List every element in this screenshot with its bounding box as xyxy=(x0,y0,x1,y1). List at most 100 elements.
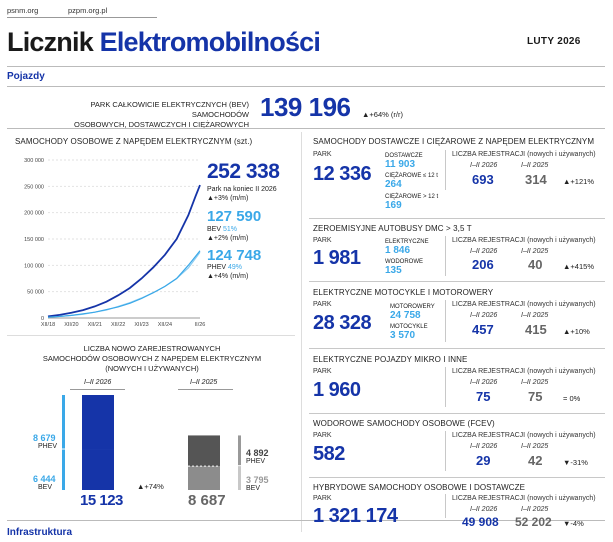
micro-y2: I–II 2025 xyxy=(521,379,549,386)
y-tick-label: 50 000 xyxy=(27,290,44,296)
buses-title: ZEROEMISYJNE AUTOBUSY DMC > 3,5 t xyxy=(313,224,472,233)
site-link-pzpm[interactable]: pzpm.org.pl xyxy=(68,6,108,15)
reg-phev-2025-value: 4 892 xyxy=(246,448,269,458)
bar-bev-2025 xyxy=(188,466,220,490)
section-infrastructure: Infrastruktura xyxy=(7,527,73,538)
fcev-y2: I–II 2025 xyxy=(521,443,549,450)
vans-sub3-label: CIĘŻAROWE > 12 t xyxy=(385,194,439,200)
bev-park-change: ▲+64% (r/r) xyxy=(362,110,403,119)
hybrid-title: HYBRYDOWE SAMOCHODY OSOBOWE I DOSTAWCZE xyxy=(313,483,526,492)
cars-bev-label: BEV 51% xyxy=(207,226,237,233)
moto-sub1-label: MOTOROWERY xyxy=(390,304,435,310)
reg-total-2025: 8 687 xyxy=(188,492,226,509)
bar-bev-2026 xyxy=(82,449,114,490)
cars-phev-value: 124 748 xyxy=(207,247,262,264)
series-line-total xyxy=(47,184,201,318)
fcev-change: ▼-31% xyxy=(563,458,588,467)
vans-y2: I–II 2025 xyxy=(521,162,549,169)
cars-total-label: Park na koniec II 2026 xyxy=(207,186,277,193)
registrations-bar-chart xyxy=(62,395,241,490)
moto-change: ▲+10% xyxy=(563,327,590,336)
moto-sub1-value: 24 758 xyxy=(390,310,421,321)
moto-y2: I–II 2025 xyxy=(521,312,549,319)
report-date: LUTY 2026 xyxy=(527,36,581,47)
moto-title: ELEKTRYCZNE MOTOCYKLE I MOTOROWERY xyxy=(313,288,494,297)
buses-sub2-value: 135 xyxy=(385,265,402,276)
buses-park-label: PARK xyxy=(313,237,332,244)
fcev-reg-label: LICZBA REJESTRACJI (nowych i używanych) xyxy=(452,432,596,439)
reg-total-2026: 15 123 xyxy=(80,492,123,509)
micro-park-label: PARK xyxy=(313,368,332,375)
moto-park-label: PARK xyxy=(313,301,332,308)
micro-title: ELEKTRYCZNE POJAZDY MIKRO I INNE xyxy=(313,355,468,364)
moto-park-value: 28 328 xyxy=(313,312,372,334)
x-tick-label: XII/22 xyxy=(111,322,125,328)
cars-bev-value: 127 590 xyxy=(207,208,262,225)
reg-phev-2026-value: 8 679 xyxy=(33,433,56,443)
fcev-y1: I–II 2026 xyxy=(470,443,498,450)
strip-phev-2025 xyxy=(238,435,241,466)
buses-park-value: 1 981 xyxy=(313,247,361,269)
fcev-v2: 42 xyxy=(528,453,543,468)
vans-v1: 693 xyxy=(472,172,494,187)
strip-bev-2025 xyxy=(238,466,241,490)
x-tick-label: XII/24 xyxy=(158,322,172,328)
micro-v1: 75 xyxy=(476,389,491,404)
cars-line-chart: 0 50 000 100 000 150 000 200 000 250 000 300 0… xyxy=(24,158,206,328)
reg-period-2026: I–II 2026 xyxy=(84,379,112,386)
buses-sub2-label: WODOROWE xyxy=(385,259,423,265)
y-tick-label: 100 000 xyxy=(24,263,44,269)
buses-v2: 40 xyxy=(528,257,543,272)
fcev-title: WODOROWE SAMOCHODY OSOBOWE (FCEV) xyxy=(313,419,495,428)
strip-phev-2026 xyxy=(62,395,65,449)
vans-sub2-value: 264 xyxy=(385,179,402,190)
strip-bev-2026 xyxy=(62,449,65,490)
buses-y1: I–II 2026 xyxy=(470,248,498,255)
y-tick-label: 300 000 xyxy=(24,158,44,164)
moto-y1: I–II 2026 xyxy=(470,312,498,319)
micro-y1: I–II 2026 xyxy=(470,379,498,386)
buses-change: ▲+415% xyxy=(563,262,594,271)
micro-v2: 75 xyxy=(528,389,543,404)
cars-total-change: ▲+3% (m/m) xyxy=(207,195,249,202)
buses-y2: I–II 2025 xyxy=(521,248,549,255)
bev-park-value: 139 196 xyxy=(260,92,351,122)
x-tick-label: XII/20 xyxy=(64,322,78,328)
cars-chart-title: SAMOCHODY OSOBOWE Z NAPĘDEM ELEKTRYCZNYM… xyxy=(15,137,253,146)
reg-phev-2026-label: PHEV xyxy=(38,443,58,450)
vans-park-value: 12 336 xyxy=(313,163,372,185)
y-tick-label: 250 000 xyxy=(24,184,44,190)
cars-total-value: 252 338 xyxy=(207,160,280,183)
hybrid-v1: 49 908 xyxy=(462,515,499,529)
moto-reg-label: LICZBA REJESTRACJI (nowych i używanych) xyxy=(452,301,596,308)
moto-v1: 457 xyxy=(472,322,494,337)
x-tick-label: XII/18 xyxy=(41,322,55,328)
site-link-psnm[interactable]: psnm.org xyxy=(7,6,39,15)
micro-change: = 0% xyxy=(563,394,581,403)
hybrid-v2: 52 202 xyxy=(515,515,552,529)
vans-reg-label: LICZBA REJESTRACJI (nowych i używanych) xyxy=(452,151,596,158)
buses-sub1-label: ELEKTRYCZNE xyxy=(385,239,429,245)
reg-bev-2025-value: 3 795 xyxy=(246,475,269,485)
x-tick-label: II/26 xyxy=(195,322,206,328)
series-line-bev xyxy=(47,250,201,318)
reg-bev-2026-value: 6 444 xyxy=(33,474,56,484)
vans-sub1-label: DOSTAWCZE xyxy=(385,153,423,159)
vans-title: SAMOCHODY DOSTAWCZE I CIĘŻAROWE Z NAPĘDE… xyxy=(313,137,595,146)
reg-phev-2025-label: PHEV xyxy=(246,458,266,465)
reg-bev-2026-label: BEV xyxy=(38,484,53,491)
moto-v2: 415 xyxy=(525,322,547,337)
hybrid-y2: I–II 2025 xyxy=(521,506,549,513)
hybrid-park-label: PARK xyxy=(313,495,332,502)
page-title: Licznik Elektromobilności xyxy=(7,27,321,57)
reg-change: ▲+74% xyxy=(137,482,164,491)
y-tick-label: 0 xyxy=(41,316,44,322)
vans-v2: 314 xyxy=(525,172,547,187)
vans-sub3-value: 169 xyxy=(385,200,402,211)
fcev-park-label: PARK xyxy=(313,432,332,439)
buses-reg-label: LICZBA REJESTRACJI (nowych i używanych) xyxy=(452,237,596,244)
cars-bev-change: ▲+2% (m/m) xyxy=(207,235,249,242)
reg-bev-2025-label: BEV xyxy=(246,485,261,492)
registrations-title: LICZBA NOWO ZAREJESTROWANYCH SAMOCHODÓW … xyxy=(42,344,262,373)
bev-park-label: PARK CAŁKOWICIE ELEKTRYCZNYCH (BEV) SAMO… xyxy=(73,100,249,129)
